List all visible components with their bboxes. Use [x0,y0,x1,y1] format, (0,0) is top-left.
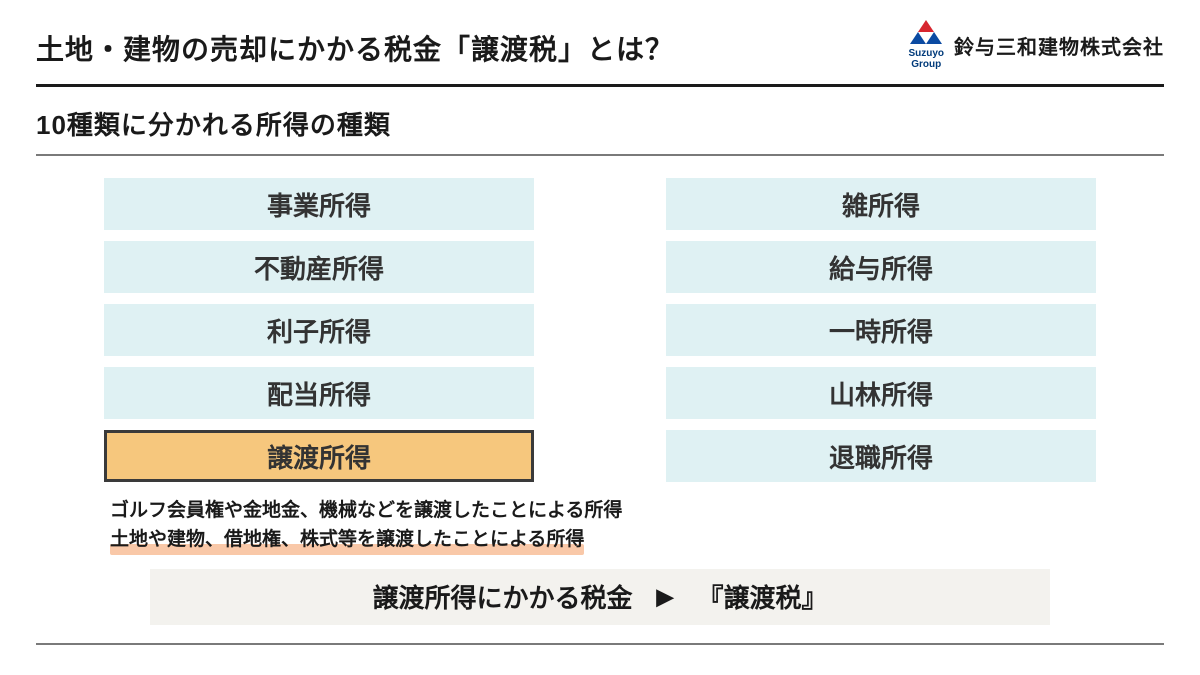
divider-top [36,84,1164,87]
income-cell-highlight: 譲渡所得 [104,430,534,482]
income-cell: 退職所得 [666,430,1096,482]
logo-caption-1: Suzuyo [908,49,944,59]
header-row: 土地・建物の売却にかかる税金「譲渡税」とは？ Suzuyo Group 鈴与三和… [36,28,1164,70]
income-cell: 不動産所得 [104,241,534,293]
callout-rhs: 『譲渡税』 [697,578,827,615]
notes: ゴルフ会員権や金地金、機械などを譲渡したことによる所得 土地や建物、借地権、株式… [110,496,1164,555]
income-cell: 配当所得 [104,367,534,419]
income-cell: 事業所得 [104,178,534,230]
arrow-icon: ▶ [657,584,674,610]
income-grid: 事業所得 雑所得 不動産所得 給与所得 利子所得 一時所得 配当所得 山林所得 … [36,178,1164,482]
slide: 土地・建物の売却にかかる税金「譲渡税」とは？ Suzuyo Group 鈴与三和… [0,0,1200,675]
callout-wrap: 譲渡所得にかかる税金 ▶ 『譲渡税』 [36,569,1164,625]
divider-bottom [36,643,1164,645]
brand-name: 鈴与三和建物株式会社 [954,31,1164,60]
income-cell: 山林所得 [666,367,1096,419]
brand: Suzuyo Group 鈴与三和建物株式会社 [908,20,1164,70]
page-title: 土地・建物の売却にかかる税金「譲渡税」とは？ [36,28,674,68]
subtitle: 10種類に分かれる所得の種類 [36,105,1164,142]
note-line-1: ゴルフ会員権や金地金、機械などを譲渡したことによる所得 [110,496,1164,525]
divider-sub [36,154,1164,156]
income-cell: 一時所得 [666,304,1096,356]
income-cell: 雑所得 [666,178,1096,230]
logo-icon [909,20,943,48]
brand-logo: Suzuyo Group [908,20,944,70]
income-cell: 給与所得 [666,241,1096,293]
callout: 譲渡所得にかかる税金 ▶ 『譲渡税』 [150,569,1050,625]
logo-caption-2: Group [911,60,941,70]
note-line-2: 土地や建物、借地権、株式等を譲渡したことによる所得 [110,525,584,554]
callout-lhs: 譲渡所得にかかる税金 [373,578,633,615]
income-cell: 利子所得 [104,304,534,356]
